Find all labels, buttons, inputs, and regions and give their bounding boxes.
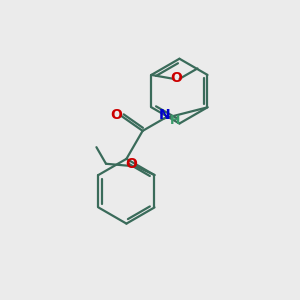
- Text: O: O: [125, 157, 137, 171]
- Text: O: O: [111, 108, 122, 122]
- Text: H: H: [169, 114, 180, 127]
- Text: O: O: [171, 71, 183, 85]
- Text: N: N: [158, 108, 170, 122]
